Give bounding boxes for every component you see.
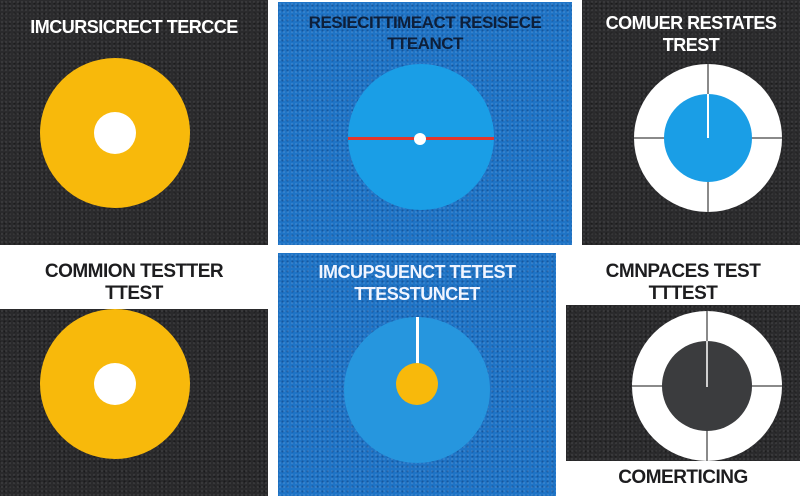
center-dot [94,112,136,154]
title-backdrop [0,253,268,309]
gauge-needle [416,317,419,377]
panel-title-line: TTESSTUNCET [354,284,480,304]
center-dot [94,363,136,405]
panel-title: COMMION TESTTER TTEST [0,261,268,305]
panel-bottom-middle: IMCUPSUENCT TETEST TTESSTUNCET [278,253,556,496]
panel-title-line: TTEANCT [387,34,463,53]
panel-title: COMUER RESTATES TREST [582,12,800,56]
panel-title-line: TTEST [105,283,163,304]
title-backdrop [566,253,800,305]
panel-bottom-right: CMNPACES TEST TTTEST COMERTICING [566,253,800,496]
panel-footer-label: COMERTICING [618,467,748,488]
gauge-needle [706,341,708,387]
panel-top-middle: RESIECITTIMEACT RESISECE TTEANCT [278,2,572,245]
panel-top-right: COMUER RESTATES TREST [582,0,800,245]
panel-bottom-left: COMMION TESTTER TTEST [0,253,268,496]
panel-title-line: TREST [662,35,720,55]
panel-title: IMCURSICRECT TERCCE [0,16,268,38]
panel-title: IMCUPSUENCT TETEST TTESSTUNCET [278,261,556,305]
footer-backdrop [566,461,800,496]
panel-title-line: CMNPACES TEST [605,261,761,282]
panel-title-line: RESIECITTIMEACT RESISECE [308,13,542,32]
yellow-hub [396,363,438,405]
panel-title-line: IMCUPSUENCT TETEST [318,262,516,282]
panel-title: CMNPACES TEST TTTEST [566,261,800,305]
panel-title-line: IMCURSICRECT TERCCE [30,17,238,37]
gauge-needle [707,94,709,138]
panel-title-line: TTTEST [648,283,718,304]
panel-title-line: COMUER RESTATES [605,13,777,33]
center-dot [414,133,426,145]
panel-title: RESIECITTIMEACT RESISECE TTEANCT [278,12,572,54]
panel-title-line: COMMION TESTTER [44,261,224,282]
panel-top-left: IMCURSICRECT TERCCE [0,0,268,245]
